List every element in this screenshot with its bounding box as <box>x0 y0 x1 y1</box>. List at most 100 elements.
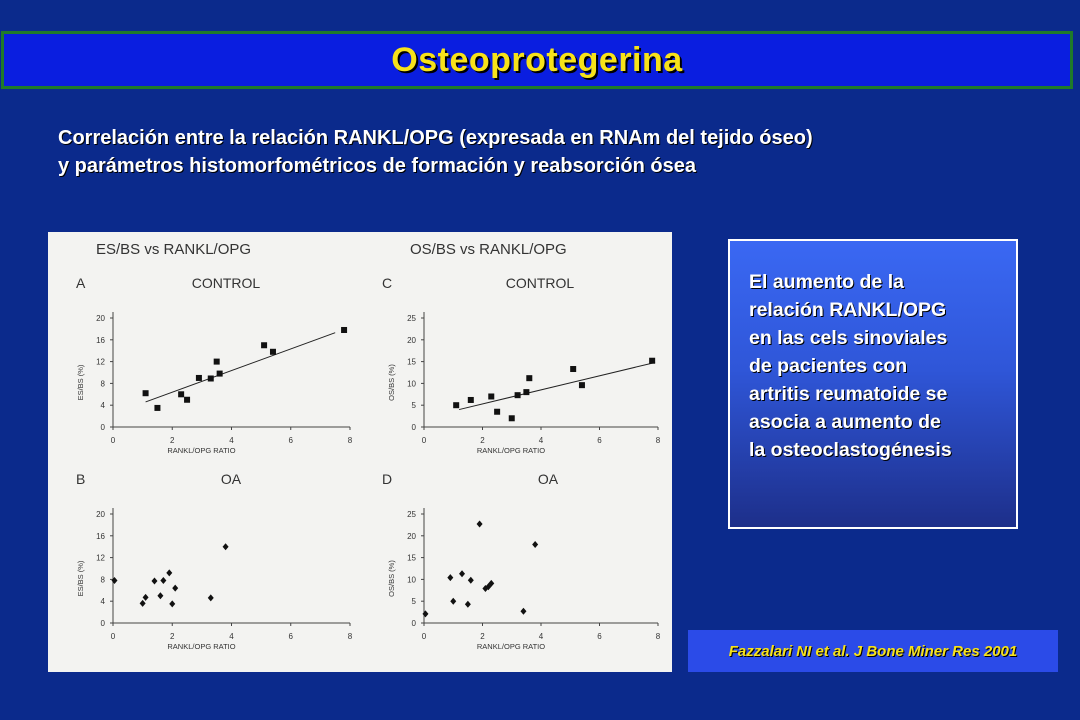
data-point <box>520 607 527 615</box>
citation-text: Fazzalari NI et al. J Bone Miner Res 200… <box>728 642 1018 660</box>
data-point <box>494 408 501 415</box>
y-axis-label: OS/BS (%) <box>387 364 396 401</box>
subtitle-line: y parámetros histomorfométricos de forma… <box>58 155 696 177</box>
note-line: la osteoclastogénesis <box>749 439 952 461</box>
data-point <box>213 358 220 365</box>
panel-letter: B <box>76 471 85 487</box>
y-axis-label: OS/BS (%) <box>387 560 396 597</box>
x-tick-label: 4 <box>229 436 234 445</box>
x-axis-label: RANKL/OPG RATIO <box>167 446 235 455</box>
data-point <box>570 366 577 373</box>
data-point <box>169 600 176 608</box>
x-tick-label: 4 <box>539 436 544 445</box>
x-tick-label: 8 <box>348 436 353 445</box>
x-axis-label: RANKL/OPG RATIO <box>477 642 545 651</box>
data-point <box>160 576 167 584</box>
data-point <box>166 569 173 577</box>
data-point <box>523 389 530 396</box>
data-point <box>514 392 521 399</box>
note-line: de pacientes con <box>749 355 908 377</box>
title-bar: Osteoprotegerina <box>1 31 1073 89</box>
y-tick-label: 15 <box>407 358 416 367</box>
x-tick-label: 8 <box>348 632 353 641</box>
x-tick-label: 2 <box>170 436 175 445</box>
data-point <box>341 326 348 333</box>
data-point <box>467 396 474 403</box>
trend-line <box>458 361 656 411</box>
x-axis-label: RANKL/OPG RATIO <box>477 446 545 455</box>
x-tick-label: 6 <box>289 436 294 445</box>
note-line: relación RANKL/OPG <box>749 299 947 321</box>
data-point <box>195 374 202 381</box>
data-point <box>508 415 515 422</box>
x-tick-label: 4 <box>229 632 234 641</box>
citation-box: Fazzalari NI et al. J Bone Miner Res 200… <box>688 630 1058 672</box>
column-title-es: ES/BS vs RANKL/OPG <box>96 241 251 258</box>
data-point <box>222 543 229 551</box>
panel-title: CONTROL <box>192 275 261 291</box>
data-point <box>453 402 460 409</box>
data-point <box>207 375 214 382</box>
panel-title: CONTROL <box>506 275 575 291</box>
y-axis-label: ES/BS (%) <box>76 364 85 400</box>
panel-title: OA <box>538 471 559 487</box>
x-tick-label: 0 <box>111 436 116 445</box>
x-tick-label: 2 <box>170 632 175 641</box>
y-tick-label: 0 <box>412 423 417 432</box>
data-point <box>488 393 495 400</box>
data-point <box>269 348 276 355</box>
panel-letter: A <box>76 275 86 291</box>
note-text: El aumento de la relación RANKL/OPG en l… <box>749 268 952 464</box>
scatter-figure: ES/BS vs RANKL/OPG OS/BS vs RANKL/OPG A C… <box>48 232 672 672</box>
panel-D: D OA 0 5 10 15 20 25 0 2 4 6 8 RANKL/OPG RATIO OS/BS (… <box>382 471 661 651</box>
data-point <box>459 570 466 578</box>
data-point <box>142 593 149 601</box>
data-point <box>172 584 179 592</box>
y-tick-label: 12 <box>96 554 105 563</box>
note-line: artritis reumatoide se <box>749 383 948 405</box>
data-point <box>216 370 223 377</box>
x-tick-label: 2 <box>480 436 485 445</box>
y-tick-label: 0 <box>101 619 106 628</box>
note-line: asocia a aumento de <box>749 411 941 433</box>
data-point <box>467 576 474 584</box>
y-tick-label: 25 <box>407 510 416 519</box>
y-tick-label: 8 <box>101 575 106 584</box>
data-point <box>139 599 146 607</box>
y-tick-label: 20 <box>407 336 416 345</box>
y-tick-label: 4 <box>101 401 106 410</box>
x-axis-label: RANKL/OPG RATIO <box>167 642 235 651</box>
data-point <box>111 576 118 584</box>
y-axis-label: ES/BS (%) <box>76 560 85 596</box>
data-point <box>578 382 585 389</box>
subtitle-line: Correlación entre la relación RANKL/OPG … <box>58 127 813 149</box>
y-tick-label: 8 <box>101 379 106 388</box>
y-tick-label: 12 <box>96 358 105 367</box>
y-tick-label: 20 <box>96 314 105 323</box>
x-tick-label: 0 <box>111 632 116 641</box>
y-tick-label: 10 <box>407 575 416 584</box>
subtitle: Correlación entre la relación RANKL/OPG … <box>58 124 1058 180</box>
data-point <box>649 357 656 364</box>
data-point <box>184 396 191 403</box>
panel-B: B OA 0 4 8 12 16 20 0 2 4 6 8 RANKL/OPG RATIO ES/BS (%… <box>76 471 353 651</box>
x-tick-label: 0 <box>422 632 427 641</box>
note-line: en las cels sinoviales <box>749 327 948 349</box>
scatter-plots-svg: ES/BS vs RANKL/OPG OS/BS vs RANKL/OPG A C… <box>76 241 661 651</box>
x-tick-label: 8 <box>656 632 661 641</box>
data-point <box>488 579 495 587</box>
y-tick-label: 16 <box>96 336 105 345</box>
data-point <box>450 597 457 605</box>
data-point <box>476 520 483 528</box>
data-point <box>261 342 268 349</box>
x-tick-label: 6 <box>289 632 294 641</box>
data-point <box>151 577 158 585</box>
y-tick-label: 20 <box>96 510 105 519</box>
y-tick-label: 0 <box>101 423 106 432</box>
y-tick-label: 10 <box>407 379 416 388</box>
y-tick-label: 20 <box>407 532 416 541</box>
data-point <box>154 404 161 411</box>
data-point <box>464 600 471 608</box>
x-tick-label: 6 <box>597 632 602 641</box>
y-tick-label: 0 <box>412 619 417 628</box>
